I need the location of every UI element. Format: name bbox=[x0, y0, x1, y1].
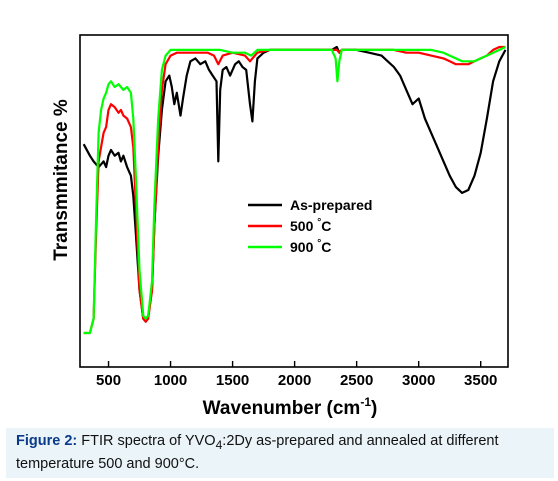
x-tick-label-1: 1000 bbox=[154, 372, 187, 389]
x-tick-label-4: 2500 bbox=[340, 372, 373, 389]
series-line-0 bbox=[82, 45, 507, 323]
caption-text-after-sub: :2Dy as-prepared and annealed at differe… bbox=[16, 433, 499, 472]
legend-label-0: As-prepared bbox=[290, 197, 372, 213]
caption-text-before-sub: FTIR spectra of YVO bbox=[77, 433, 216, 449]
x-tick-label-0: 500 bbox=[96, 372, 121, 389]
x-axis-label-main: Wavenumber (cm bbox=[203, 398, 361, 419]
ftir-chart: 500 1000 1500 2000 2500 3000 3500 As-prepared 5… bbox=[51, 34, 509, 419]
legend: As-prepared 500 °C 900 °C bbox=[248, 197, 372, 255]
figure-caption: Figure 2: FTIR spectra of YVO4:2Dy as-pr… bbox=[6, 428, 554, 478]
x-tick-label-3: 2000 bbox=[278, 372, 311, 389]
series-line-1 bbox=[83, 45, 506, 335]
y-axis-label: Transmmitance % bbox=[51, 99, 72, 261]
x-ticks: 500 1000 1500 2000 2500 3000 3500 bbox=[96, 361, 497, 389]
x-axis-label: Wavenumber (cm-1) bbox=[203, 395, 378, 419]
x-axis-label-superscript: -1 bbox=[360, 395, 371, 409]
x-axis-label-close: ) bbox=[371, 398, 377, 419]
series-line-2 bbox=[83, 46, 506, 335]
x-tick-label-2: 1500 bbox=[216, 372, 249, 389]
x-tick-label-5: 3000 bbox=[402, 372, 435, 389]
legend-label-2: 900 °C bbox=[290, 238, 331, 255]
legend-label-1: 500 °C bbox=[290, 217, 331, 234]
x-tick-label-6: 3500 bbox=[464, 372, 497, 389]
caption-label: Figure 2: bbox=[16, 433, 78, 449]
caption-subscript: 4 bbox=[215, 437, 223, 452]
series-layer bbox=[82, 45, 507, 335]
